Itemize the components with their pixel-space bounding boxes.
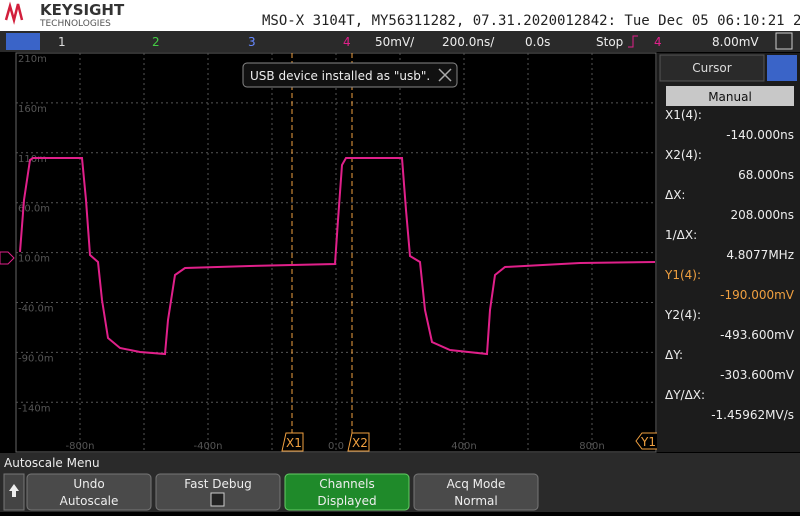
softkey-bottom: Displayed [317, 494, 376, 508]
logo-mark [4, 1, 24, 25]
panel-tab-text: Cursor [692, 61, 732, 75]
side-panel [657, 53, 800, 452]
panel-menu-icon[interactable] [767, 55, 797, 81]
softkey-top: Acq Mode [447, 477, 506, 491]
readout-value: -190.000mV [720, 288, 795, 302]
trigger-icon [628, 35, 638, 48]
y-label: 210m [18, 54, 47, 65]
readout-value: -303.600mV [720, 368, 795, 382]
header-bar [0, 0, 800, 31]
y-label: 60.0m [18, 204, 50, 215]
expand-icon[interactable] [775, 32, 793, 50]
readout-label: ΔY: [665, 348, 683, 362]
ch4[interactable]: 4 [343, 35, 351, 49]
softkey[interactable] [26, 473, 152, 511]
readout-value: -140.000ns [726, 128, 794, 142]
cursor-readouts: X1(4): -140.000ns X2(4): 68.000ns ΔX: 208.000… [664, 108, 795, 422]
readout-label: ΔY/ΔX: [665, 388, 705, 402]
scale: 50mV/ [375, 35, 415, 49]
x-label: -800n [65, 441, 94, 452]
readout-label: ΔX: [665, 188, 685, 202]
ch3[interactable]: 3 [248, 35, 256, 49]
popup-close[interactable] [438, 68, 452, 82]
ch2[interactable]: 2 [152, 35, 160, 49]
softkey-checkbox[interactable] [210, 492, 225, 507]
ch1[interactable]: 1 [58, 35, 66, 49]
x2-marker[interactable] [347, 432, 370, 452]
softkey-bottom: Autoscale [60, 494, 119, 508]
readout-label: 1/ΔX: [665, 228, 697, 242]
mode-button[interactable] [666, 86, 794, 106]
y1-label: Y1 [640, 435, 656, 449]
popup [242, 62, 458, 88]
x-label: 800n [579, 441, 604, 452]
x2-label: X2 [352, 436, 368, 450]
x1-label: X1 [286, 436, 302, 450]
x-labels: -800n -400n 0.0 400n 800n [65, 441, 604, 452]
timebase: 200.0ns/ [442, 35, 495, 49]
ch4-ground-marker [0, 251, 15, 265]
readout-label: Y2(4): [664, 308, 701, 322]
y-label: 10.0m [18, 254, 50, 265]
readout-value: 208.000ns [731, 208, 794, 222]
panel-tab[interactable] [659, 54, 765, 82]
x1-marker[interactable] [281, 432, 304, 452]
readout-value: 4.8077MHz [726, 248, 794, 262]
readout-value: -1.45962MV/s [711, 408, 794, 422]
softkey-top: Fast Debug [184, 477, 251, 491]
trig-level: 8.00mV [712, 35, 759, 49]
delay: 0.0s [525, 35, 550, 49]
readout-value: 68.000ns [738, 168, 794, 182]
mode-text: Manual [708, 90, 752, 104]
y-label: -140m [18, 403, 50, 414]
up-arrow [9, 484, 19, 497]
menu-title: Autoscale Menu [4, 456, 100, 470]
readout-label: Y1(4): [664, 268, 701, 282]
softkey-top: Channels [319, 477, 375, 491]
run-state: Stop [596, 35, 623, 49]
softkey[interactable] [413, 473, 539, 511]
waveform [19, 157, 656, 356]
y-label: 160m [18, 104, 47, 115]
trig-source: 4 [654, 35, 662, 49]
popup-text: USB device installed as "usb". [250, 69, 430, 83]
x-label: 400n [451, 441, 476, 452]
softkey-bottom: Normal [454, 494, 497, 508]
y-label: -40.0m [18, 304, 54, 315]
x-label: 0.0 [328, 441, 344, 452]
brand: KEYSIGHT [40, 1, 125, 19]
softkey[interactable] [155, 473, 281, 511]
softkey[interactable] [284, 473, 410, 511]
readout-value: -493.600mV [720, 328, 795, 342]
brand-sub: TECHNOLOGIES [39, 19, 111, 29]
graticule [16, 53, 656, 452]
softkeys: Undo Autoscale Fast Debug Channels Displayed… [26, 473, 539, 511]
title: MSO-X 3104T, MY56311282, 07.31.202001284… [262, 13, 800, 29]
readout-label: X2(4): [665, 148, 702, 162]
x-label: -400n [193, 441, 222, 452]
readout-label: X1(4): [665, 108, 702, 122]
softkey-top: Undo [73, 477, 104, 491]
menu-button[interactable] [6, 33, 40, 50]
channel-bar [0, 31, 800, 52]
y-label: -90.0m [18, 353, 54, 364]
